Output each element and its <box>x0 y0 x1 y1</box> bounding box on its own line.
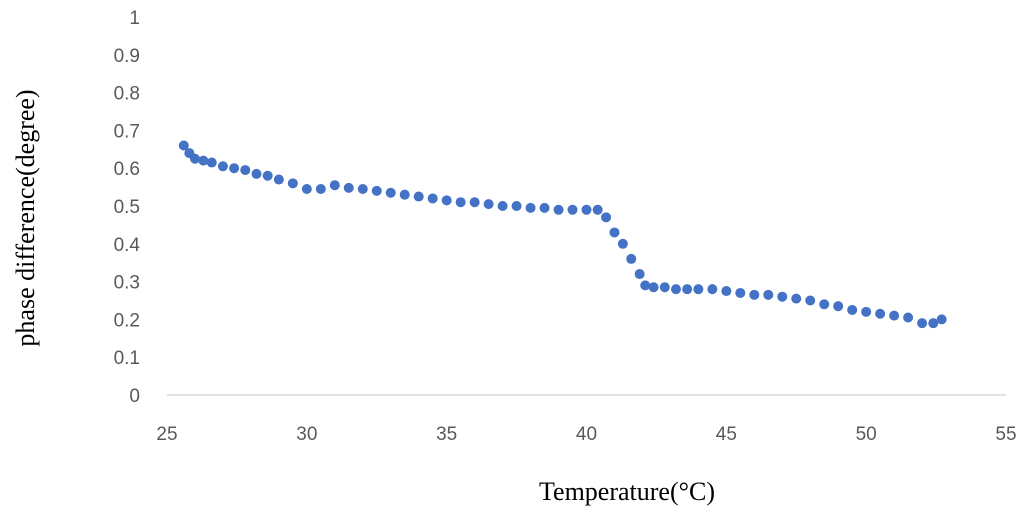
data-point <box>385 187 396 198</box>
data-point <box>553 204 564 215</box>
x-tick-label: 30 <box>296 424 317 445</box>
y-tick-label: 0.3 <box>114 273 140 294</box>
data-point <box>198 155 209 166</box>
y-tick-label: 0.2 <box>114 310 140 331</box>
data-point <box>693 284 704 295</box>
data-point <box>861 306 872 317</box>
data-point <box>273 174 284 185</box>
data-point <box>721 286 732 297</box>
data-point <box>329 180 340 191</box>
data-point <box>357 183 368 194</box>
data-point <box>469 197 480 208</box>
data-point <box>427 193 438 204</box>
data-point <box>640 280 651 291</box>
y-tick-label: 0.4 <box>114 235 141 256</box>
y-axis-label: phase difference(degree) <box>11 89 40 346</box>
data-point <box>791 293 802 304</box>
data-point <box>928 318 939 329</box>
data-point <box>707 284 718 295</box>
data-point <box>617 238 628 249</box>
data-point <box>777 291 788 302</box>
data-point <box>936 314 947 325</box>
data-point <box>497 201 508 211</box>
x-axis-tick-labels: 25 30 35 40 45 50 55 <box>156 424 1016 445</box>
data-point <box>217 161 228 172</box>
data-point <box>805 295 816 306</box>
data-point <box>682 284 693 295</box>
data-point <box>178 140 189 151</box>
data-point <box>648 282 659 293</box>
data-point <box>483 199 494 210</box>
data-point <box>659 282 670 293</box>
data-point <box>511 201 522 211</box>
y-tick-label: 1 <box>129 8 140 29</box>
x-axis-label: Temperature(°C) <box>539 477 715 506</box>
data-point <box>343 182 354 193</box>
data-point <box>251 168 262 179</box>
data-point <box>847 304 858 315</box>
data-point <box>240 165 251 176</box>
x-tick-label: 25 <box>156 424 177 445</box>
data-point <box>229 163 240 174</box>
y-tick-label: 0 <box>129 386 140 407</box>
data-point <box>626 253 637 264</box>
x-tick-label: 40 <box>576 424 597 445</box>
data-point <box>833 301 844 312</box>
data-point <box>262 170 273 181</box>
data-point <box>455 197 466 208</box>
data-point <box>763 289 774 300</box>
data-point <box>670 284 681 295</box>
x-tick-label: 45 <box>716 424 737 445</box>
x-tick-label: 55 <box>995 424 1016 445</box>
data-point <box>287 178 298 189</box>
data-point <box>609 227 620 238</box>
data-point <box>189 153 200 164</box>
data-point <box>749 289 760 300</box>
y-tick-label: 0.9 <box>114 46 140 67</box>
data-point <box>539 202 550 213</box>
data-point <box>875 308 886 319</box>
data-points <box>178 140 947 329</box>
data-point <box>592 204 603 215</box>
data-point <box>735 287 746 298</box>
data-point <box>206 157 217 168</box>
data-point <box>371 185 382 196</box>
y-axis-tick-labels: 0 0.1 0.2 0.3 0.4 0.5 0.6 0.7 0.8 0.9 1 <box>114 8 141 407</box>
data-point <box>413 191 424 202</box>
data-point <box>315 183 326 194</box>
data-point <box>567 204 578 215</box>
data-point <box>301 183 312 194</box>
data-point <box>525 202 536 213</box>
x-tick-label: 50 <box>856 424 877 445</box>
y-tick-label: 0.5 <box>114 197 140 218</box>
data-point <box>441 195 452 206</box>
data-point <box>399 189 410 200</box>
y-tick-label: 0.8 <box>114 84 140 105</box>
data-point <box>634 269 645 280</box>
y-tick-label: 0.6 <box>114 159 140 180</box>
y-tick-label: 0.7 <box>114 121 140 142</box>
data-point <box>903 312 914 323</box>
data-point <box>889 310 900 321</box>
x-tick-label: 35 <box>436 424 457 445</box>
data-point <box>917 318 928 329</box>
data-point <box>819 299 830 310</box>
data-point <box>581 204 592 215</box>
data-point <box>601 212 612 223</box>
y-tick-label: 0.1 <box>114 348 140 369</box>
